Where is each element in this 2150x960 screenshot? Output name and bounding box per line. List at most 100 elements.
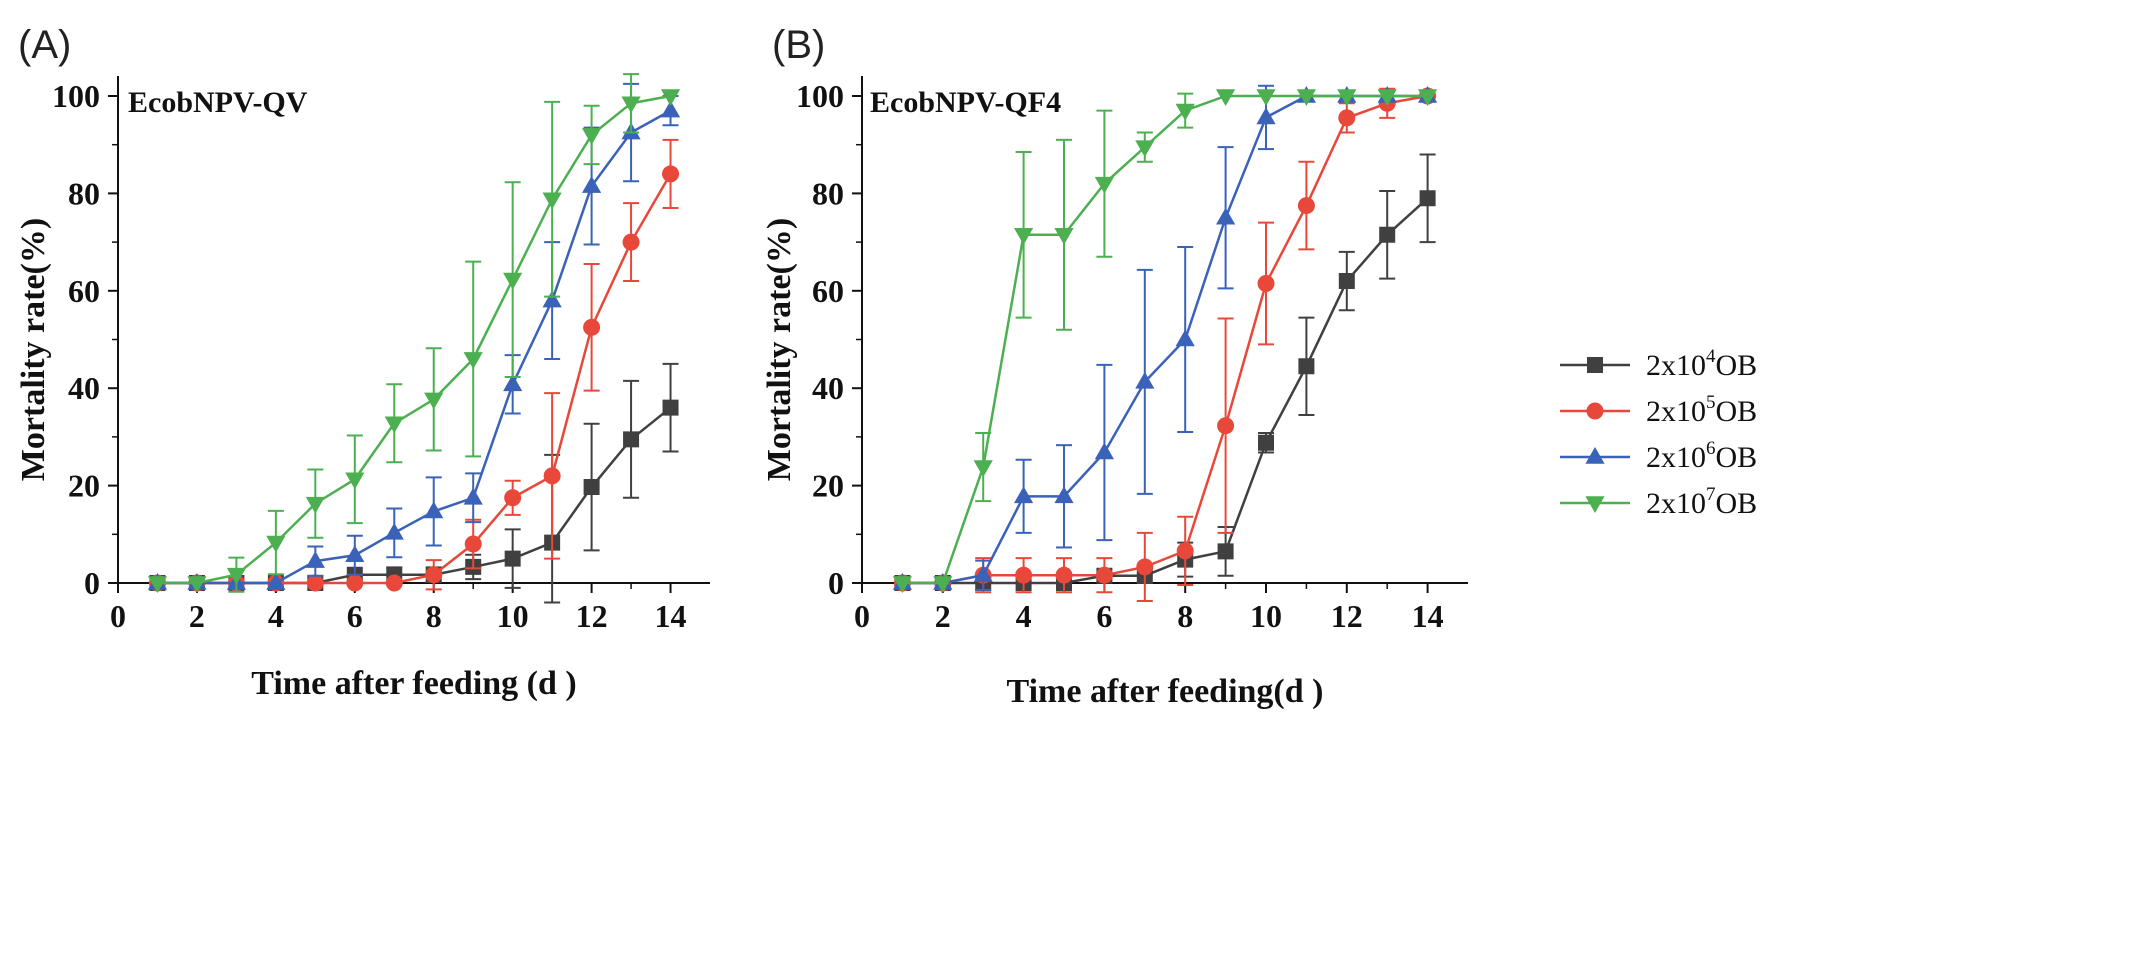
x-tick-label: 6	[1096, 598, 1112, 634]
data-point	[1256, 89, 1276, 106]
x-tick-label: 0	[854, 598, 870, 634]
data-point	[346, 574, 364, 592]
x-tick-label: 8	[426, 598, 442, 634]
legend-label: 2x104OB	[1646, 346, 1757, 382]
data-point	[933, 576, 953, 593]
data-point	[621, 96, 641, 114]
series-4	[147, 73, 681, 593]
data-point	[424, 392, 444, 410]
x-tick-label: 14	[655, 598, 687, 634]
legend: 2x104OB 2x105OB 2x106OB 2x107OB	[1560, 346, 1757, 520]
data-point	[973, 460, 993, 478]
x-tick-label: 4	[268, 598, 284, 634]
data-point	[1015, 566, 1033, 584]
x-tick-label: 2	[935, 598, 951, 634]
legend-entry: 2x104OB	[1560, 346, 1757, 382]
x-tick-label: 4	[1016, 598, 1032, 634]
data-point	[305, 551, 325, 568]
data-point	[1337, 89, 1357, 106]
data-point	[1338, 273, 1355, 290]
data-point	[1257, 274, 1275, 292]
data-point	[583, 479, 600, 496]
y-axis-title: Mortality rate(%)	[761, 218, 798, 481]
y-tick-label: 60	[68, 273, 100, 309]
data-point	[1014, 227, 1034, 245]
series-line	[902, 94, 1428, 585]
series-line	[902, 94, 1428, 585]
series-line	[157, 94, 671, 585]
panel-a: (A) 0 2 4 6 8 10 12 14 0 20 40 60 80 100 Time after fee…	[15, 23, 710, 702]
data-point	[1054, 486, 1074, 504]
series-3	[892, 84, 1438, 591]
data-point	[1135, 371, 1155, 389]
data-point	[1136, 558, 1154, 576]
data-point	[1256, 107, 1276, 125]
x-tick-label: 8	[1177, 598, 1193, 634]
data-point	[542, 192, 562, 210]
data-point	[1217, 543, 1234, 560]
data-point	[425, 566, 443, 584]
series-line	[157, 109, 672, 585]
legend-entry: 2x105OB	[1560, 392, 1757, 428]
inset-label: EcobNPV-QF4	[870, 86, 1061, 119]
legend-marker	[1587, 357, 1603, 373]
panel-label: (B)	[772, 23, 825, 67]
y-tick-label: 80	[812, 175, 844, 211]
x-axis-title: Time after feeding (d )	[251, 665, 576, 702]
series-2	[893, 87, 1437, 603]
data-point	[504, 489, 522, 507]
data-point	[1338, 109, 1356, 127]
x-axis-title: Time after feeding(d )	[1007, 673, 1324, 710]
data-point	[1377, 89, 1397, 106]
x-tick-label: 6	[347, 598, 363, 634]
data-point	[662, 399, 679, 416]
legend-label: 2x107OB	[1646, 484, 1757, 520]
series-2	[148, 138, 680, 592]
legend-entry: 2x107OB	[1560, 484, 1757, 520]
data-point	[1216, 207, 1236, 225]
data-point	[1095, 566, 1113, 584]
legend-label: 2x105OB	[1646, 392, 1757, 428]
data-point	[542, 290, 562, 308]
data-point	[266, 573, 286, 590]
data-point	[463, 352, 483, 369]
data-point	[463, 487, 483, 505]
data-point	[384, 522, 404, 540]
y-tick-label: 80	[68, 175, 100, 211]
data-point	[1418, 89, 1438, 106]
data-point	[147, 576, 168, 593]
data-point	[582, 176, 602, 193]
y-tick-label: 100	[52, 78, 100, 114]
data-point	[1258, 434, 1274, 451]
data-point	[503, 374, 523, 392]
data-point	[1379, 226, 1396, 243]
data-point	[504, 550, 521, 567]
legend-entry: 2x106OB	[1560, 438, 1757, 474]
y-tick-label: 40	[68, 370, 100, 406]
data-point	[1419, 190, 1436, 207]
data-point	[306, 574, 324, 592]
data-point	[660, 89, 681, 106]
data-point	[424, 501, 444, 519]
data-point	[345, 545, 365, 563]
x-tick-label: 10	[497, 598, 529, 634]
data-point	[1054, 227, 1074, 245]
data-point	[662, 165, 680, 183]
y-tick-label: 0	[828, 565, 844, 601]
data-point	[582, 128, 602, 145]
x-tick-label: 0	[110, 598, 126, 634]
data-point	[622, 233, 640, 251]
legend-label: 2x106OB	[1646, 438, 1757, 474]
data-point	[660, 100, 681, 118]
data-point	[1297, 197, 1315, 215]
data-point	[892, 576, 912, 593]
series-4	[892, 89, 1438, 593]
series-1	[149, 362, 679, 604]
data-point	[385, 574, 403, 592]
data-point	[384, 416, 404, 434]
data-point	[1094, 176, 1114, 194]
panel-label: (A)	[18, 23, 71, 67]
data-point	[1296, 89, 1316, 106]
legend-marker	[1585, 447, 1605, 464]
